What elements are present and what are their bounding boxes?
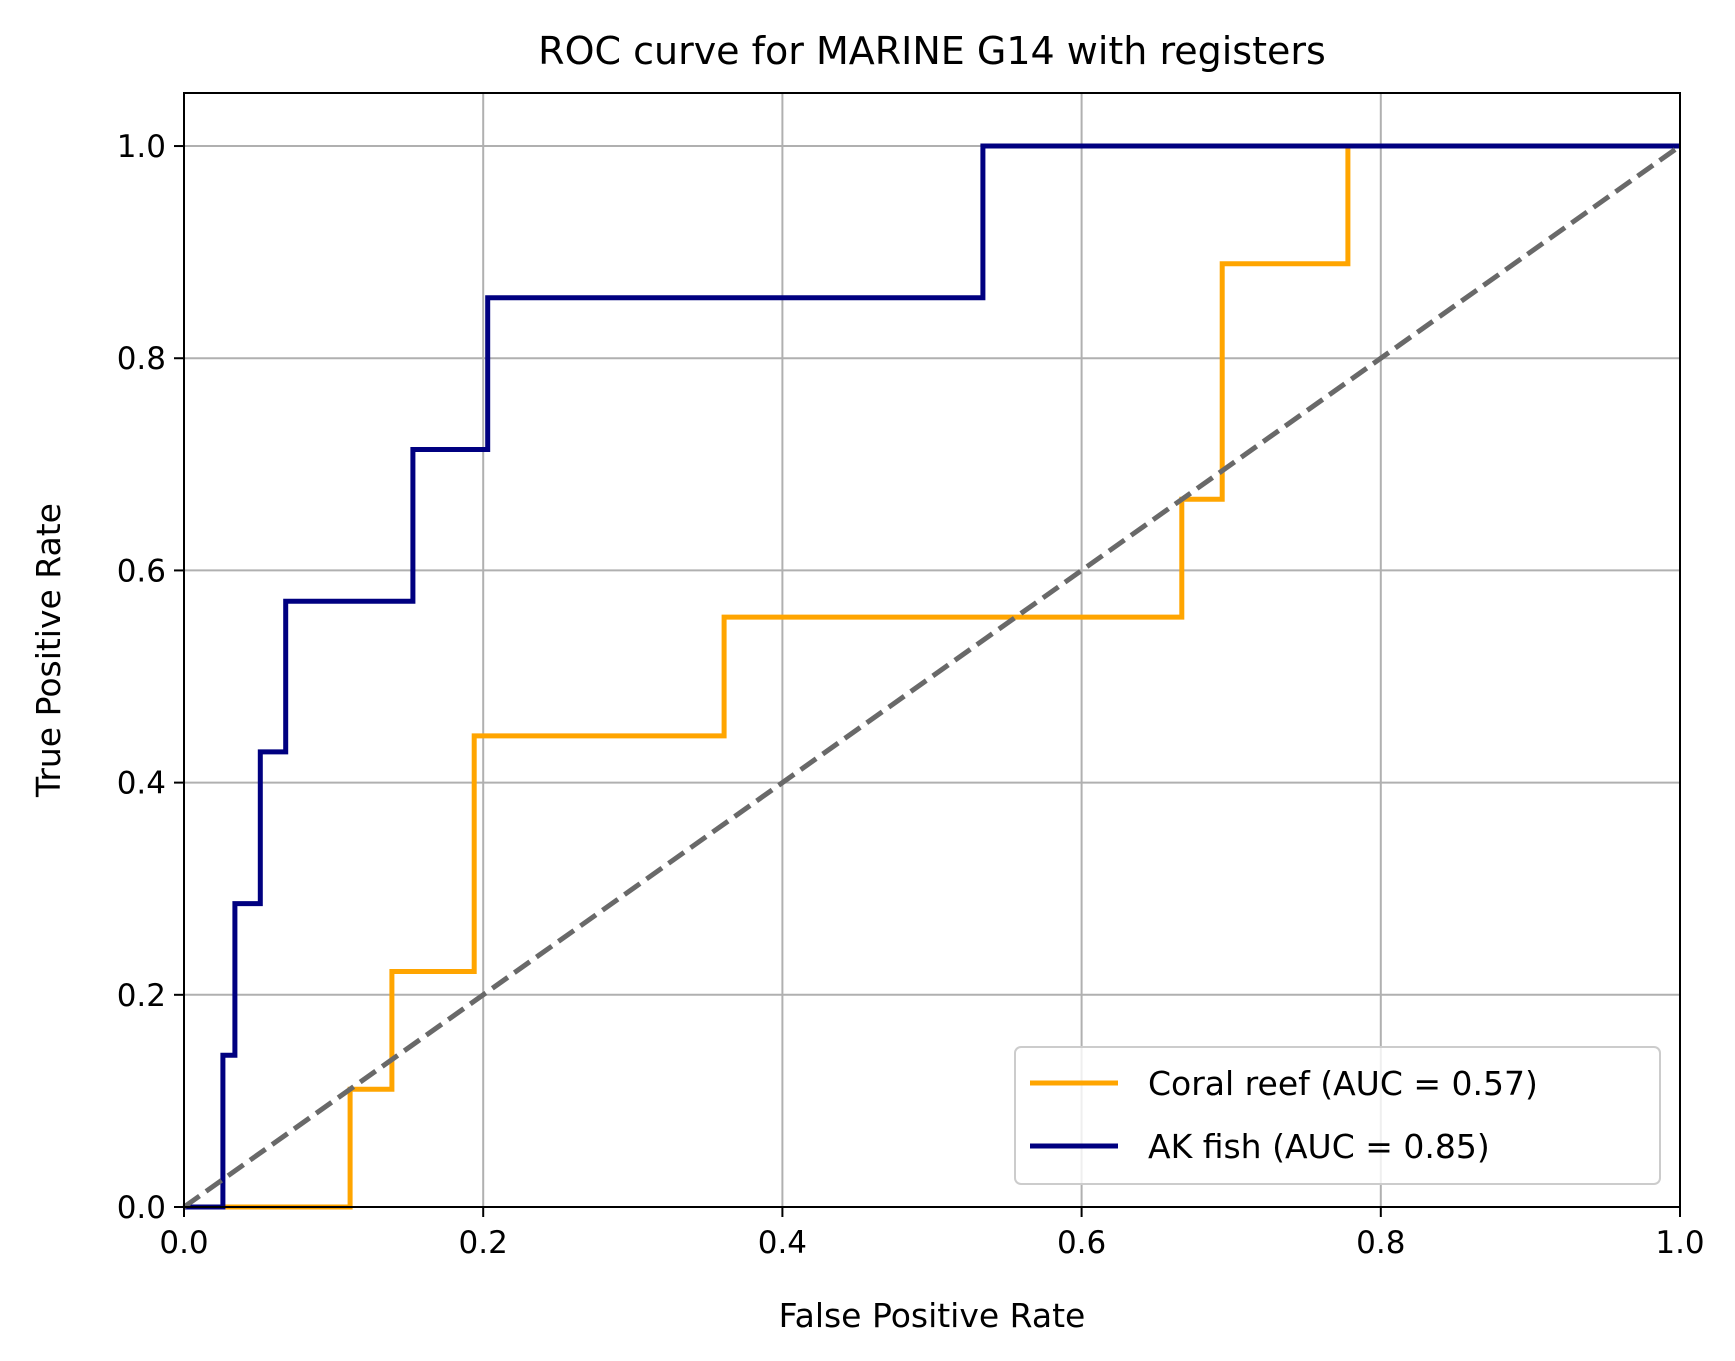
- axes-frame: [183, 92, 1681, 1208]
- legend-label-ak-fish: AK fish (AUC = 0.85): [1148, 1127, 1490, 1166]
- y-tick-label: 1.0: [117, 129, 166, 165]
- grid: [183, 93, 1681, 1208]
- series-line-ak-fish: [184, 143, 1680, 1210]
- x-tick-label: 0.6: [1057, 1225, 1106, 1261]
- y-axis-label: True Positive Rate: [29, 503, 68, 798]
- y-tick-label: 0.4: [117, 766, 166, 802]
- y-tick-label: 0.6: [117, 553, 166, 589]
- legend-box: [1014, 1046, 1661, 1185]
- series-line-coral-reef: [184, 143, 1680, 1210]
- y-tick-label: 0.0: [117, 1190, 166, 1226]
- y-tick-label: 0.2: [117, 978, 166, 1014]
- chart-title: ROC curve for MARINE G14 with registers: [538, 29, 1326, 73]
- y-tick-label: 0.8: [117, 341, 166, 377]
- x-tick-label: 0.2: [459, 1225, 508, 1261]
- plot-series: [182, 143, 1682, 1210]
- legend-label-coral-reef: Coral reef (AUC = 0.57): [1148, 1064, 1538, 1103]
- chance-reference-line: [182, 144, 1682, 1210]
- legend: Coral reef (AUC = 0.57) AK fish (AUC = 0…: [1014, 1046, 1661, 1185]
- x-tick-label: 0.0: [159, 1225, 208, 1261]
- axis-ticks: 0.0 0.2 0.4 0.6 0.8 1.0 0.0 0.2 0.4 0.6 0.8 1.0: [117, 129, 1705, 1261]
- x-tick-label: 1.0: [1655, 1225, 1704, 1261]
- x-tick-label: 0.4: [758, 1225, 807, 1261]
- x-tick-label: 0.8: [1356, 1225, 1405, 1261]
- x-axis-label: False Positive Rate: [779, 1296, 1086, 1335]
